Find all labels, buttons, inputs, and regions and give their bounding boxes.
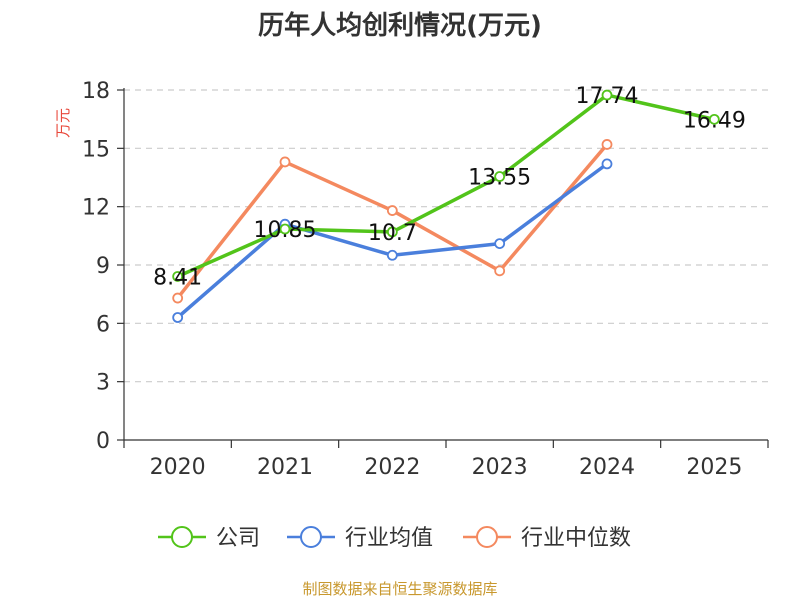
chart-title: 历年人均创利情况(万元)	[258, 10, 542, 41]
y-tick-label: 15	[82, 137, 110, 162]
data-point	[386, 205, 398, 216]
data-label: 8.41	[153, 265, 202, 290]
grid-lines	[124, 89, 768, 383]
data-point	[601, 158, 613, 170]
data-point	[601, 89, 613, 101]
data-point	[494, 265, 506, 277]
data-label: 17.74	[576, 84, 639, 109]
data-point	[708, 113, 720, 125]
axes: 0 3 6 9 12 15 18 2020 2021 2022 2023 2024 2025	[82, 79, 769, 480]
series-line-0	[176, 93, 715, 279]
x-tick-label: 2020	[150, 455, 206, 480]
legend-item-0: 公司	[158, 526, 260, 551]
x-tick-label: 2022	[364, 455, 420, 480]
y-tick-label: 9	[96, 254, 110, 279]
y-tick-label: 18	[82, 79, 110, 104]
data-label: 13.55	[468, 166, 531, 191]
x-tick-label: 2025	[686, 455, 742, 480]
data-label: 16.49	[683, 108, 746, 133]
data-point	[494, 171, 506, 182]
data-point	[279, 223, 291, 235]
source-note: 制图数据来自恒生聚源数据库	[302, 580, 497, 598]
data-labels: 8.41 10.85 10.7 13.55 17.74 16.49	[153, 84, 746, 290]
y-axis-label: 万元	[54, 108, 72, 138]
data-point	[279, 156, 291, 168]
data-point	[494, 238, 506, 250]
data-label: 10.7	[368, 221, 417, 246]
data-point	[601, 139, 613, 150]
data-point	[172, 271, 184, 282]
x-tick-label: 2024	[579, 455, 635, 480]
legend-marker	[300, 526, 322, 548]
y-tick-label: 6	[96, 312, 110, 337]
data-point	[172, 292, 184, 304]
data-label: 10.85	[254, 218, 317, 243]
legend-marker	[171, 526, 193, 548]
legend: 公司 行业均值 行业中位数	[158, 526, 631, 551]
legend-marker	[476, 526, 498, 548]
legend-item-2: 行业中位数	[463, 526, 631, 551]
x-tick-label: 2023	[472, 455, 528, 480]
legend-label: 公司	[216, 526, 260, 551]
data-point	[386, 249, 398, 261]
data-point	[386, 226, 398, 238]
legend-item-1: 行业均值	[287, 526, 433, 551]
legend-label: 行业均值	[345, 526, 433, 551]
legend-label: 行业中位数	[521, 526, 631, 551]
data-points	[172, 89, 720, 323]
y-tick-label: 12	[82, 196, 110, 221]
y-tick-label: 0	[96, 429, 110, 454]
x-tick-label: 2021	[257, 455, 313, 480]
y-tick-label: 3	[96, 371, 110, 396]
data-point	[172, 312, 184, 323]
